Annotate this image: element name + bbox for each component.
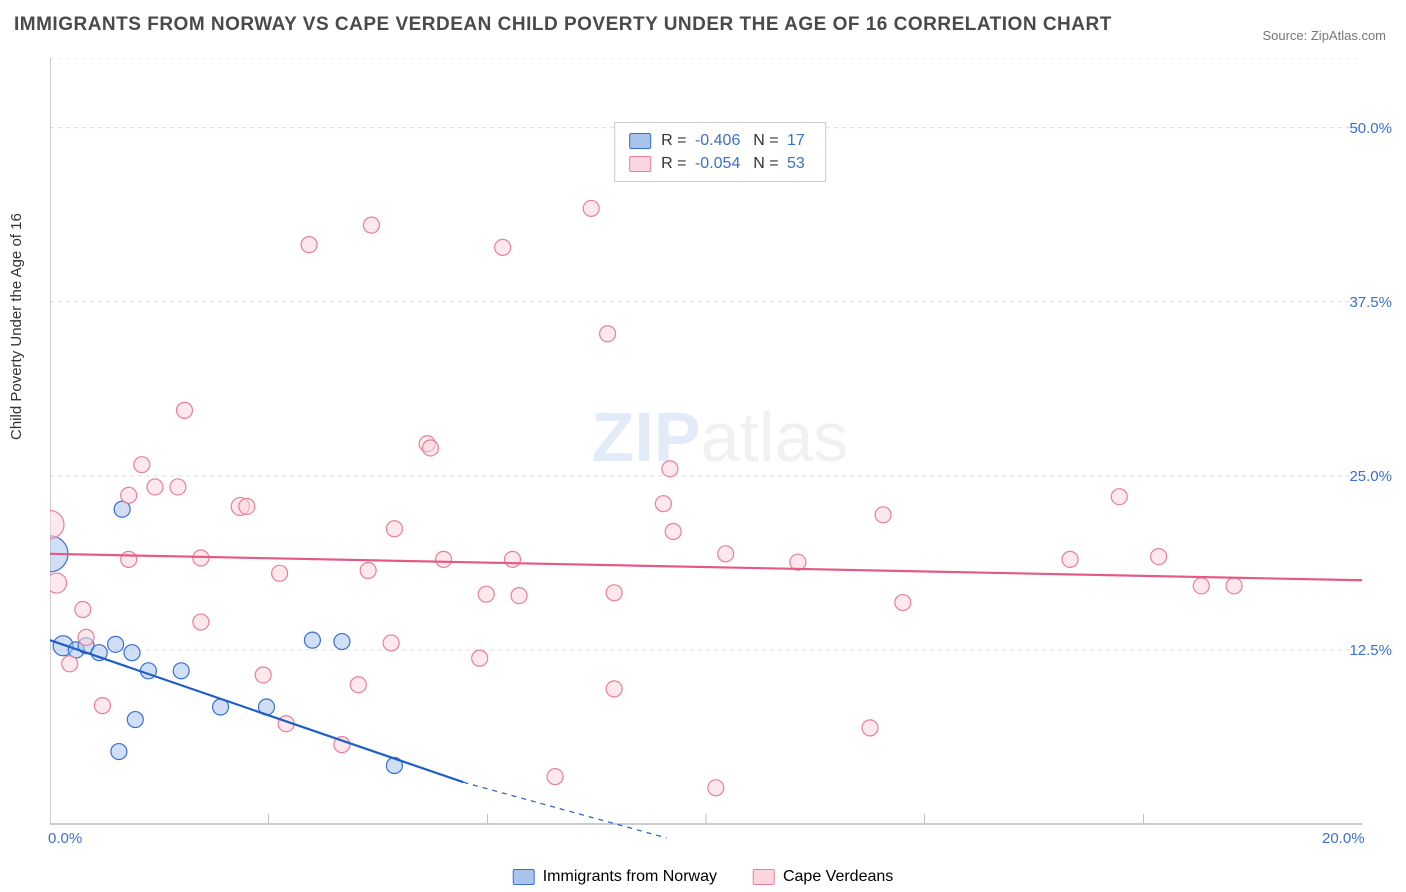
data-point xyxy=(422,440,438,456)
legend-item: Immigrants from Norway xyxy=(513,868,717,886)
data-point xyxy=(134,457,150,473)
data-point xyxy=(875,507,891,523)
data-point xyxy=(600,326,616,342)
data-point xyxy=(173,663,189,679)
data-point xyxy=(606,681,622,697)
trend-line-extrapolation xyxy=(463,782,666,838)
data-point xyxy=(1151,549,1167,565)
legend-text: R = -0.406 N = 17 xyxy=(661,129,809,152)
data-point xyxy=(718,546,734,562)
data-point xyxy=(127,712,143,728)
legend-swatch xyxy=(629,133,651,149)
x-tick-label: 20.0% xyxy=(1322,830,1365,847)
data-point xyxy=(350,677,366,693)
data-point xyxy=(94,698,110,714)
data-point xyxy=(1062,551,1078,567)
data-point xyxy=(121,487,137,503)
data-point xyxy=(662,461,678,477)
legend-text: R = -0.054 N = 53 xyxy=(661,152,809,175)
data-point xyxy=(170,479,186,495)
legend-swatch xyxy=(753,869,775,885)
chart-title: IMMIGRANTS FROM NORWAY VS CAPE VERDEAN C… xyxy=(14,14,1112,36)
legend-label: Cape Verdeans xyxy=(783,868,893,886)
data-point xyxy=(193,614,209,630)
data-point xyxy=(50,573,67,593)
legend-item: Cape Verdeans xyxy=(753,868,893,886)
legend-swatch xyxy=(513,869,535,885)
data-point xyxy=(547,769,563,785)
data-point xyxy=(655,496,671,512)
data-point xyxy=(272,565,288,581)
chart-container: IMMIGRANTS FROM NORWAY VS CAPE VERDEAN C… xyxy=(0,0,1406,892)
legend-label: Immigrants from Norway xyxy=(543,868,717,886)
data-point xyxy=(1111,489,1127,505)
data-point xyxy=(511,588,527,604)
plot-area: ZIPatlas R = -0.406 N = 17 R = -0.054 N … xyxy=(50,58,1390,848)
data-point xyxy=(895,595,911,611)
data-point xyxy=(1193,578,1209,594)
data-point xyxy=(495,239,511,255)
data-point xyxy=(472,650,488,666)
data-point xyxy=(78,629,94,645)
data-point xyxy=(304,632,320,648)
data-point xyxy=(239,498,255,514)
data-point xyxy=(386,521,402,537)
data-point xyxy=(147,479,163,495)
data-point xyxy=(708,780,724,796)
data-point xyxy=(176,402,192,418)
data-point xyxy=(360,563,376,579)
legend-swatch xyxy=(629,156,651,172)
stats-legend-row: R = -0.054 N = 53 xyxy=(629,152,809,175)
data-point xyxy=(111,744,127,760)
data-point xyxy=(62,656,78,672)
x-tick-label: 0.0% xyxy=(48,830,82,847)
data-point xyxy=(334,634,350,650)
y-tick-label: 12.5% xyxy=(1349,642,1392,659)
stats-legend-row: R = -0.406 N = 17 xyxy=(629,129,809,152)
data-point xyxy=(50,511,64,539)
data-point xyxy=(436,551,452,567)
data-point xyxy=(1226,578,1242,594)
data-point xyxy=(383,635,399,651)
data-point xyxy=(363,217,379,233)
data-point xyxy=(583,200,599,216)
data-point xyxy=(606,585,622,601)
data-point xyxy=(478,586,494,602)
data-point xyxy=(255,667,271,683)
data-point xyxy=(301,237,317,253)
y-tick-label: 37.5% xyxy=(1349,294,1392,311)
data-point xyxy=(124,645,140,661)
data-point xyxy=(862,720,878,736)
data-point xyxy=(504,551,520,567)
y-tick-label: 50.0% xyxy=(1349,120,1392,137)
trend-line xyxy=(50,640,463,782)
stats-legend: R = -0.406 N = 17 R = -0.054 N = 53 xyxy=(614,122,826,182)
data-point xyxy=(75,602,91,618)
data-point xyxy=(121,551,137,567)
y-tick-label: 25.0% xyxy=(1349,468,1392,485)
y-axis-label: Child Poverty Under the Age of 16 xyxy=(8,213,25,440)
x-legend: Immigrants from Norway Cape Verdeans xyxy=(513,868,894,886)
source-attribution: Source: ZipAtlas.com xyxy=(1262,28,1386,43)
data-point xyxy=(665,524,681,540)
data-point xyxy=(108,636,124,652)
